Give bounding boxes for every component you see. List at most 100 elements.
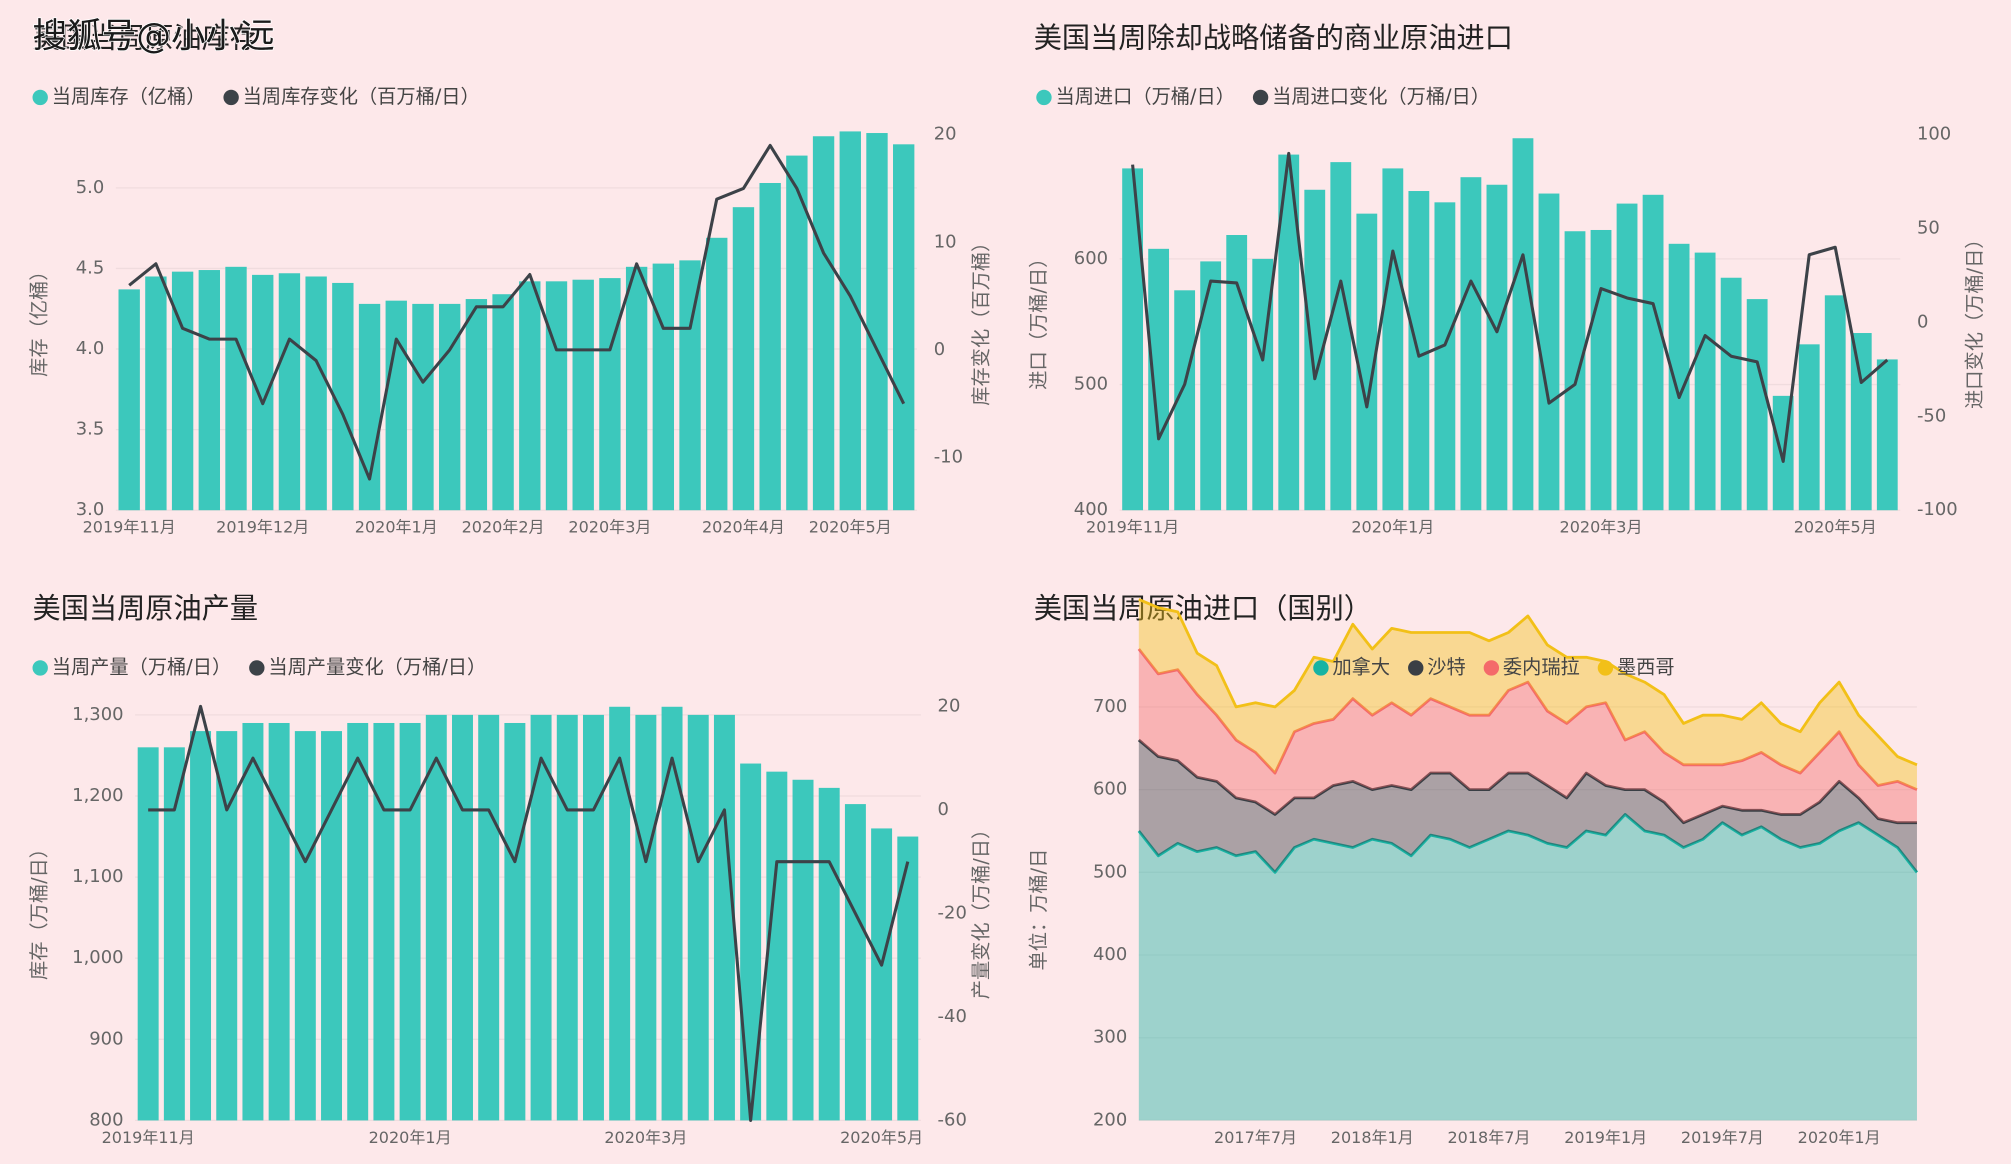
y2-tick-label: -60	[938, 1109, 967, 1130]
legend-label: 当周进口（万桶/日）	[1055, 85, 1234, 108]
bar	[1720, 277, 1742, 511]
bar	[732, 207, 755, 511]
bar	[190, 731, 212, 1121]
bar	[332, 282, 354, 511]
x-tick-label: 2020年5月	[809, 518, 892, 537]
x-tick-label: 2019年11月	[1086, 518, 1179, 537]
chart-title: 美国当周原油产量	[33, 592, 259, 625]
bar	[385, 300, 407, 511]
bar	[1642, 194, 1664, 511]
area	[1138, 599, 1917, 790]
area	[1138, 649, 1917, 823]
y-tick-label: 900	[89, 1028, 123, 1049]
y-axis-label: 单位：万桶/日	[1027, 849, 1050, 971]
y-axis-label: 进口（万桶/日）	[1027, 249, 1050, 390]
bar	[556, 714, 578, 1121]
bar	[198, 270, 220, 511]
bar	[844, 804, 866, 1121]
y2-tick-label: 100	[1917, 124, 1951, 145]
y-tick-label: 200	[1093, 1109, 1127, 1130]
bar	[1564, 231, 1586, 511]
chart-title: 美国当周原油进口（国别）	[1034, 592, 1372, 625]
x-tick-label: 2020年3月	[1560, 518, 1643, 537]
y-tick-label: 600	[1074, 248, 1108, 269]
y2-tick-label: -10	[934, 446, 963, 467]
watermark: 搜狐号@小小远	[33, 16, 275, 56]
bar	[545, 281, 568, 511]
legend-marker	[1252, 89, 1269, 106]
legend: 当周库存（亿桶） 当周库存变化（百万桶/日）	[32, 85, 480, 108]
y-axis-label: 库存（万桶/日）	[27, 839, 50, 980]
bar	[1590, 229, 1612, 511]
bar	[118, 289, 140, 511]
bar	[321, 731, 342, 1121]
y2-tick-label: 0	[934, 339, 945, 360]
bar	[1538, 193, 1560, 511]
y-tick-label: 1,100	[72, 866, 123, 887]
x-tick-label: 2020年5月	[1794, 518, 1877, 537]
legend-label: 当周库存（亿桶）	[52, 85, 206, 108]
bar	[1174, 290, 1196, 511]
bar	[1356, 213, 1378, 511]
bar	[1486, 184, 1508, 511]
bar	[582, 714, 604, 1121]
y-tick-label: 4.5	[76, 257, 105, 278]
bar	[706, 237, 728, 511]
chart-title: 美国当周原油库存	[33, 21, 259, 54]
legend-label: 当周库存变化（百万桶/日）	[243, 85, 480, 108]
x-tick-label: 2017年7月	[1214, 1128, 1297, 1147]
bar	[871, 828, 893, 1121]
area	[1138, 740, 1917, 873]
bar	[818, 787, 840, 1121]
x-tick-label: 2020年1月	[1798, 1128, 1881, 1147]
bar	[145, 276, 167, 511]
y-tick-label: 800	[89, 1109, 123, 1130]
x-tick-label: 2018年7月	[1447, 1128, 1530, 1147]
bar	[839, 131, 861, 511]
x-tick-label: 2018年1月	[1331, 1128, 1414, 1147]
bar	[1122, 168, 1144, 511]
y-tick-label: 1,300	[72, 704, 123, 725]
bar	[438, 303, 461, 511]
x-tick-label: 2020年1月	[1351, 518, 1434, 537]
y-tick-label: 3.5	[76, 419, 105, 440]
bar	[652, 263, 675, 511]
bar	[242, 722, 264, 1121]
bar	[766, 771, 788, 1121]
x-tick-label: 2020年3月	[604, 1128, 687, 1147]
legend-marker	[1036, 89, 1052, 106]
bar	[625, 266, 648, 511]
bar	[465, 299, 488, 511]
bar	[1746, 299, 1768, 511]
bar	[1226, 235, 1248, 511]
bar	[1200, 261, 1222, 511]
bar	[452, 714, 473, 1121]
legend: 当周进口（万桶/日） 当周进口变化（万桶/日）	[1036, 85, 1490, 108]
chart-panel: 美国当周原油进口（国别） 200 300 400 500 600 700 单位：万桶/日 201…	[1027, 592, 1919, 1147]
bar	[1512, 138, 1534, 511]
x-tick-label: 2020年4月	[702, 518, 785, 537]
bar	[740, 763, 762, 1121]
x-tick-label: 2019年7月	[1681, 1128, 1764, 1147]
chart-panel: 美国当周原油库存 3.0 3.5 4.0 4.5 5.0 -10 0 10 20 库存（亿桶） 库存变…	[27, 21, 992, 536]
line	[1131, 151, 1889, 463]
bar	[492, 294, 514, 511]
bar	[137, 747, 159, 1121]
bar	[305, 276, 327, 511]
bar	[252, 274, 274, 511]
legend-marker	[1597, 660, 1614, 676]
legend-marker	[32, 660, 48, 676]
bar	[1148, 248, 1170, 511]
legend-marker	[32, 89, 48, 106]
y-tick-label: 700	[1093, 696, 1127, 717]
y-tick-label: 1,000	[72, 947, 123, 968]
bar	[268, 722, 290, 1121]
chart-title: 美国当周除却战略储备的商业原油进口	[1034, 21, 1513, 54]
bar	[519, 281, 541, 511]
legend-label: 加拿大	[1332, 655, 1390, 678]
y2-tick-label: 0	[1917, 311, 1928, 332]
bar	[347, 722, 369, 1121]
legend-marker	[1313, 660, 1329, 676]
bar	[609, 706, 631, 1121]
